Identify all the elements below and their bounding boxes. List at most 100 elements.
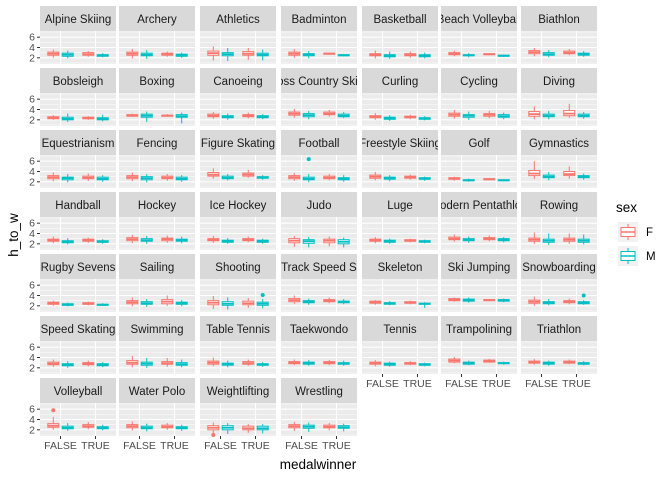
facet-strip-label: Handball xyxy=(55,200,100,212)
box-M-false xyxy=(61,361,74,368)
box-M-true xyxy=(96,239,109,244)
box-M-false xyxy=(462,236,475,243)
box-M-true xyxy=(175,236,188,244)
facet-strip xyxy=(441,130,517,155)
box-M-false xyxy=(221,48,234,61)
facet-alpine-skiing: Alpine Skiing 246 xyxy=(29,6,116,64)
box-F-false xyxy=(369,300,382,305)
box-M-false xyxy=(221,423,234,434)
facet-strip-label: Ice Hockey xyxy=(210,200,267,212)
box-M-true xyxy=(256,49,269,61)
box-F-true xyxy=(563,298,576,305)
box-F-false xyxy=(288,295,301,304)
box-M-false xyxy=(542,360,555,366)
facet-strip xyxy=(362,130,438,155)
box-F-true xyxy=(404,238,417,243)
box-M-false xyxy=(302,111,315,120)
x-tick-label: TRUE xyxy=(322,440,351,452)
facet-strip-label: Boxing xyxy=(139,76,174,88)
facet-boxing: Boxing xyxy=(119,68,195,126)
facet-taekwondo: Taekwondo xyxy=(281,316,357,374)
box-F-true xyxy=(563,166,576,179)
facet-triathlon: Triathlon FALSE TRUE xyxy=(521,316,597,390)
facet-fencing: Fencing xyxy=(119,130,195,188)
facet-strip xyxy=(200,378,276,403)
facet-strip xyxy=(362,68,438,93)
box-F-true xyxy=(483,359,496,363)
box-M-false xyxy=(221,174,234,181)
box-F-true xyxy=(404,51,417,58)
facet-strip xyxy=(521,192,597,217)
facet-strip-label: Freestyle Skiing xyxy=(359,138,441,150)
box-F-false xyxy=(207,357,220,367)
box-M-true xyxy=(175,424,188,431)
box-M-false xyxy=(302,157,315,183)
facet-strip xyxy=(40,130,116,155)
box-M-false xyxy=(140,358,153,368)
facet-ski-jumping: Ski Jumping xyxy=(441,254,517,312)
box-M-false xyxy=(302,237,315,248)
box-M-true xyxy=(418,302,431,308)
y-tick-label: 6 xyxy=(29,404,35,416)
facet-badminton: Badminton xyxy=(281,6,357,64)
facet-strip xyxy=(521,254,597,279)
outlier-point xyxy=(306,157,311,162)
box-M-false xyxy=(302,51,315,59)
facet-strip-label: Athletics xyxy=(216,14,260,26)
facet-strip-label: Judo xyxy=(307,200,332,212)
box-F-true xyxy=(323,174,336,181)
facet-strip-label: Hockey xyxy=(138,200,177,212)
facet-swimming: Swimming xyxy=(119,316,195,374)
facet-strip-label: Volleyball xyxy=(54,386,103,398)
box-F-true xyxy=(404,300,417,305)
facet-strip-label: Golf xyxy=(468,138,490,150)
y-tick-label: 2 xyxy=(29,238,35,250)
x-tick-label: FALSE xyxy=(445,378,478,390)
box-M-true xyxy=(96,114,109,122)
box-M-true xyxy=(577,173,590,180)
y-tick-label: 2 xyxy=(29,300,35,312)
facet-strip xyxy=(362,6,438,31)
box-F-true xyxy=(483,178,496,181)
y-tick-label: 6 xyxy=(29,342,35,354)
facet-shooting: Shooting xyxy=(200,254,276,312)
box-F-true xyxy=(82,173,95,181)
y-tick-label: 2 xyxy=(29,362,35,374)
box-M-false xyxy=(462,178,475,182)
facet-strip-label: Water Polo xyxy=(129,386,185,398)
box-F-false xyxy=(528,359,541,365)
box-M-true xyxy=(418,116,431,121)
box-F-false xyxy=(288,236,301,247)
facet-rowing: Rowing xyxy=(521,192,597,250)
box-M-false xyxy=(221,238,234,244)
box-M-false xyxy=(302,422,315,432)
facet-volleyball: Volleyball 246 FALSE TRUE xyxy=(29,378,116,452)
box-M-true xyxy=(337,237,350,248)
facet-strip xyxy=(119,254,195,279)
box-F-false xyxy=(47,115,60,120)
box-F-true xyxy=(323,297,336,304)
box-M-true xyxy=(577,112,590,119)
x-tick-label: FALSE xyxy=(525,378,558,390)
box-M-false xyxy=(383,361,396,367)
y-tick-label: 6 xyxy=(29,156,35,168)
box-M-false xyxy=(221,360,234,368)
box-F-true xyxy=(483,53,496,56)
box-F-true xyxy=(563,233,576,244)
box-F-false xyxy=(288,108,301,118)
facet-ice-hockey: Ice Hockey xyxy=(200,192,276,250)
box-M-false xyxy=(140,299,153,307)
legend-title: sex xyxy=(616,200,637,215)
box-F-false xyxy=(369,172,382,181)
y-tick-label: 4 xyxy=(29,42,35,54)
y-tick-label: 2 xyxy=(29,176,35,188)
box-F-false xyxy=(448,356,461,364)
box-F-true xyxy=(323,110,336,117)
box-M-true xyxy=(96,362,109,368)
facet-strip xyxy=(200,254,276,279)
box-F-true xyxy=(82,422,95,430)
box-M-true xyxy=(418,176,431,181)
box-F-true xyxy=(242,112,255,119)
facet-beach-volleyball: Beach Volleyball xyxy=(441,6,517,64)
